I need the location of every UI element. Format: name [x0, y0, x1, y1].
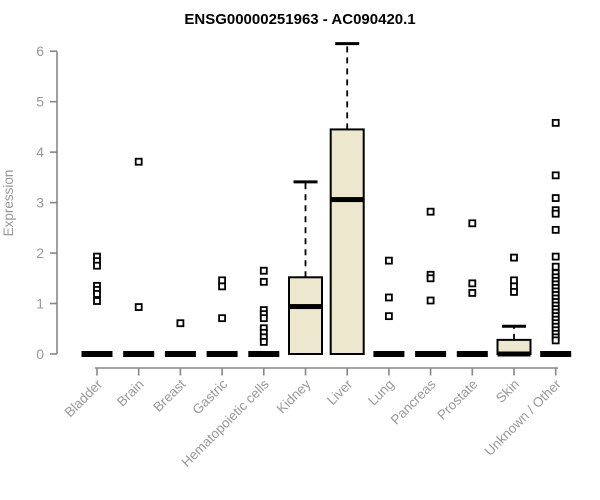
x-tick-label-breast: Breast	[150, 376, 188, 414]
x-tick-label-prostate: Prostate	[434, 377, 480, 423]
outlier-point-unknown-other	[551, 262, 560, 271]
x-tick-label-brain: Brain	[114, 377, 147, 410]
outlier-point-skin	[510, 276, 518, 285]
outlier-point-brain	[134, 157, 143, 166]
y-tick-label-4: 4	[36, 144, 44, 160]
y-tick-label-6: 6	[36, 43, 44, 59]
outlier-point-unknown-other	[551, 252, 560, 261]
outlier-point-breast	[176, 319, 185, 328]
y-tick-label-5: 5	[36, 94, 44, 110]
outlier-point-unknown-other	[551, 336, 560, 345]
y-tick-label-2: 2	[36, 245, 44, 261]
outlier-point-unknown-other	[551, 118, 560, 127]
collapsed-box-brain	[123, 351, 155, 357]
collapsed-box-unknown-other	[540, 351, 572, 357]
outlier-point-hematopoietic-cells	[259, 337, 268, 346]
outlier-point-lung	[384, 312, 393, 321]
x-tick-label-unknown-other: Unknown / Other	[482, 376, 565, 459]
collapsed-box-hematopoietic-cells	[248, 351, 280, 357]
y-tick-label-1: 1	[36, 296, 44, 312]
outlier-point-brain	[134, 303, 143, 311]
collapsed-box-prostate	[456, 351, 488, 357]
outlier-point-pancreas	[426, 274, 435, 283]
x-tick-label-lung: Lung	[365, 377, 397, 409]
x-tick-label-skin: Skin	[493, 377, 522, 406]
outlier-point-hematopoietic-cells	[259, 266, 268, 275]
outlier-point-unknown-other	[551, 171, 560, 180]
outlier-point-prostate	[468, 289, 477, 297]
box-iqr-kidney	[288, 276, 323, 356]
outlier-point-unknown-other	[551, 209, 560, 218]
outlier-point-skin	[510, 253, 518, 262]
outlier-point-pancreas	[426, 296, 435, 305]
outlier-point-hematopoietic-cells	[259, 277, 268, 286]
collapsed-box-breast	[164, 351, 196, 357]
outlier-point-bladder	[93, 261, 101, 270]
x-tick-label-gastric: Gastric	[189, 376, 230, 417]
outlier-point-lung	[384, 293, 393, 302]
outlier-point-skin	[510, 288, 518, 296]
x-tick-label-liver: Liver	[324, 376, 356, 408]
outlier-point-unknown-other	[551, 194, 560, 202]
outlier-point-bladder	[93, 297, 101, 305]
outlier-point-prostate	[468, 279, 477, 288]
outlier-point-gastric	[218, 282, 227, 291]
outlier-point-bladder	[93, 290, 101, 298]
median-line-liver	[330, 197, 364, 203]
collapsed-box-pancreas	[415, 351, 447, 357]
box-iqr-liver	[329, 128, 365, 355]
outlier-point-pancreas	[426, 207, 435, 216]
chart-title: ENSG00000251963 - AC090420.1	[184, 11, 415, 28]
outlier-point-gastric	[218, 314, 227, 323]
y-tick-label-0: 0	[36, 346, 44, 362]
outlier-point-unknown-other	[551, 225, 560, 234]
x-tick-label-kidney: Kidney	[274, 376, 314, 416]
y-axis-title: Expression	[1, 170, 16, 237]
outlier-point-gastric	[218, 276, 227, 285]
median-line-skin	[497, 351, 531, 357]
outlier-point-prostate	[468, 219, 477, 228]
x-tick-label-bladder: Bladder	[62, 376, 106, 420]
collapsed-box-bladder	[81, 351, 113, 357]
median-line-kidney	[289, 304, 322, 310]
outlier-point-hematopoietic-cells	[259, 314, 268, 323]
collapsed-box-lung	[373, 351, 405, 357]
x-tick-label-pancreas: Pancreas	[388, 376, 439, 427]
y-tick-label-3: 3	[36, 195, 44, 211]
collapsed-box-gastric	[206, 351, 238, 357]
outlier-point-lung	[384, 256, 393, 265]
